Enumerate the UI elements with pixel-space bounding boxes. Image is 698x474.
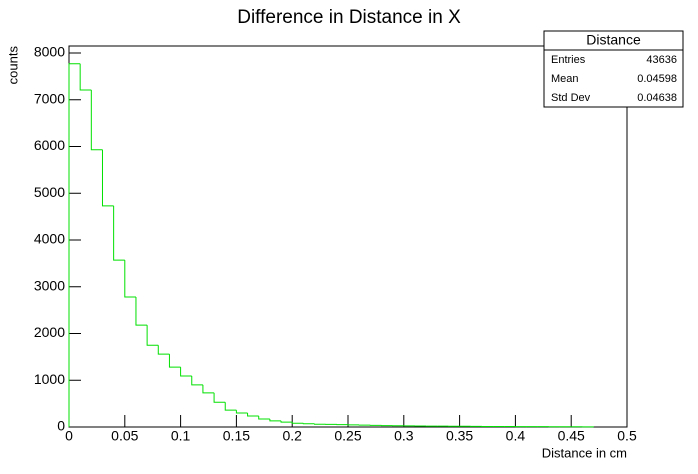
histogram-bin [235,410,248,414]
x-tick-label: 0.45 [558,428,585,444]
histogram-bin [291,422,304,424]
plot-frame [68,45,628,428]
x-tick-label: 0.4 [506,428,526,444]
y-tick-label: 3000 [34,277,65,293]
histogram-bin [79,63,92,91]
histogram-bin [90,89,103,151]
histogram-bin [135,297,148,326]
histogram-bin [269,419,282,422]
x-tick-label: 0.1 [171,428,191,444]
x-tick-label: 0.5 [617,428,637,444]
y-tick-label: 1000 [34,371,65,387]
histogram-bin [202,384,215,394]
x-tick-label: 0.3 [394,428,414,444]
y-tick-label: 5000 [34,184,65,200]
y-tick-label: 8000 [34,44,65,60]
y-tick-label: 6000 [34,137,65,153]
stats-label: Entries [551,54,586,66]
histogram-bin [68,63,81,427]
stats-value: 0.04598 [637,73,677,85]
histogram-bin [101,149,114,207]
chart-title: Difference in Distance in X [237,7,461,28]
y-tick-label: 2000 [34,324,65,340]
histogram-bin [168,354,181,368]
stats-value: 43636 [646,54,677,66]
y-axis-title: counts [5,46,20,85]
x-tick-label: 0.2 [282,428,302,444]
x-tick-label: 0 [65,428,73,444]
histogram-bin [180,367,192,377]
histogram-bin [191,376,203,386]
y-tick-label: 4000 [34,231,65,247]
histogram-bin [280,420,293,423]
x-tick-label: 0.05 [111,428,138,444]
stats-title: Distance [586,32,641,48]
histogram-bin [113,205,125,261]
y-tick-label: 7000 [34,90,65,106]
x-tick-label: 0.35 [446,428,473,444]
x-tick-label: 0.25 [334,428,361,444]
stats-label: Mean [551,73,579,85]
histogram-bin [224,402,237,411]
x-axis-title: Distance in cm [542,445,627,460]
histogram-bin [213,392,226,403]
histogram-bin [124,260,136,298]
stats-value: 0.04638 [637,92,677,104]
stats-label: Std Dev [551,92,591,104]
histogram-bin [157,345,170,355]
stats-box: Distance Entries 43636 Mean 0.04598 Std Dev 0… [543,30,684,108]
histogram-bin [247,412,259,417]
stats-frame [543,30,684,108]
x-tick-label: 0.15 [223,428,250,444]
y-tick-label: 0 [57,418,65,434]
histogram-bin [258,416,270,420]
histogram-bin [146,325,159,346]
